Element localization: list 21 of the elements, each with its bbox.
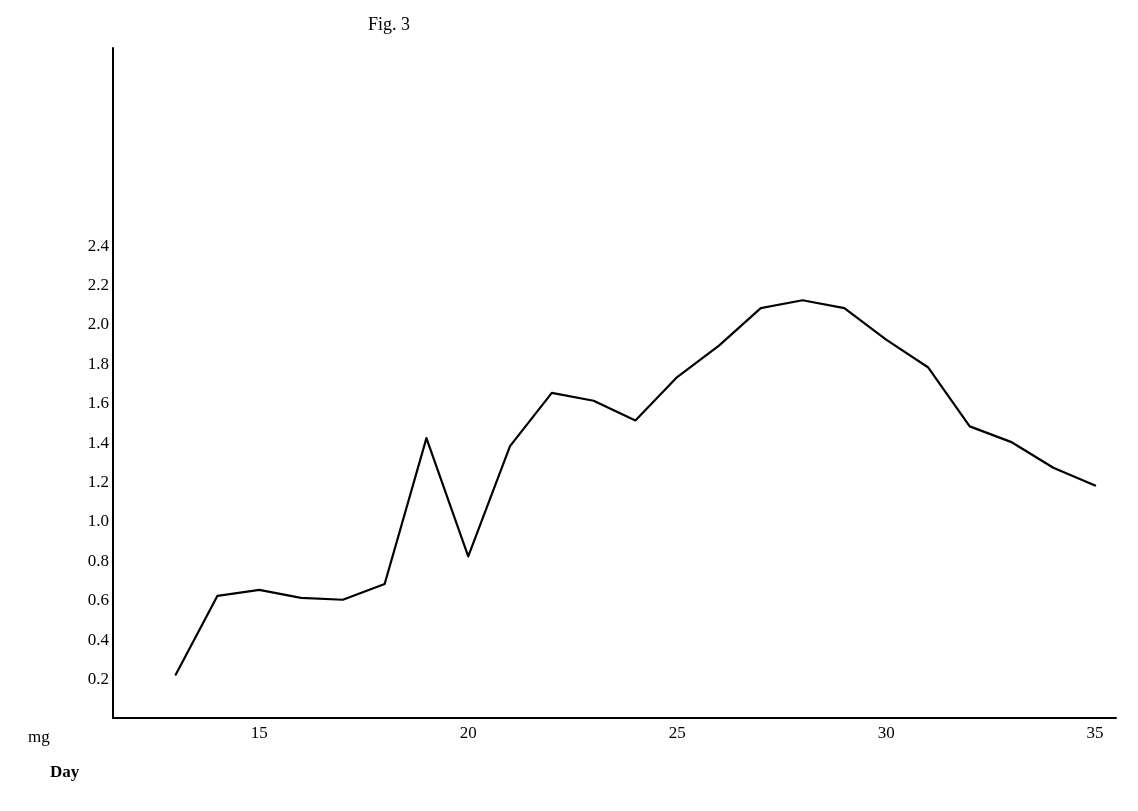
y-tick-label: 2.2 [87, 274, 109, 294]
y-tick-label: 1.8 [87, 353, 109, 373]
chart-title: Fig. 3 [368, 14, 411, 34]
y-tick-label: 0.8 [87, 550, 109, 570]
x-tick-label: 25 [668, 723, 686, 742]
y-tick-label: 1.6 [87, 393, 109, 413]
line-series [174, 299, 1097, 676]
y-tick-label: 1.0 [87, 511, 109, 531]
y-tick-label: 0.6 [87, 590, 109, 610]
y-tick-label: 0.4 [87, 629, 110, 649]
x-axis-title: Day [50, 762, 80, 781]
y-tick-label: 2.4 [87, 235, 110, 255]
x-tick-label: 35 [1086, 723, 1104, 742]
y-tick-label: 0.2 [87, 669, 109, 689]
y-tick-label: 2.0 [87, 314, 109, 334]
y-axis-title: mg [28, 727, 51, 746]
x-tick-label: 30 [877, 723, 895, 742]
y-tick-label: 1.4 [87, 432, 110, 452]
x-tick-label: 15 [250, 723, 268, 742]
y-tick-label: 1.2 [87, 472, 109, 492]
x-tick-label: 20 [459, 723, 477, 742]
